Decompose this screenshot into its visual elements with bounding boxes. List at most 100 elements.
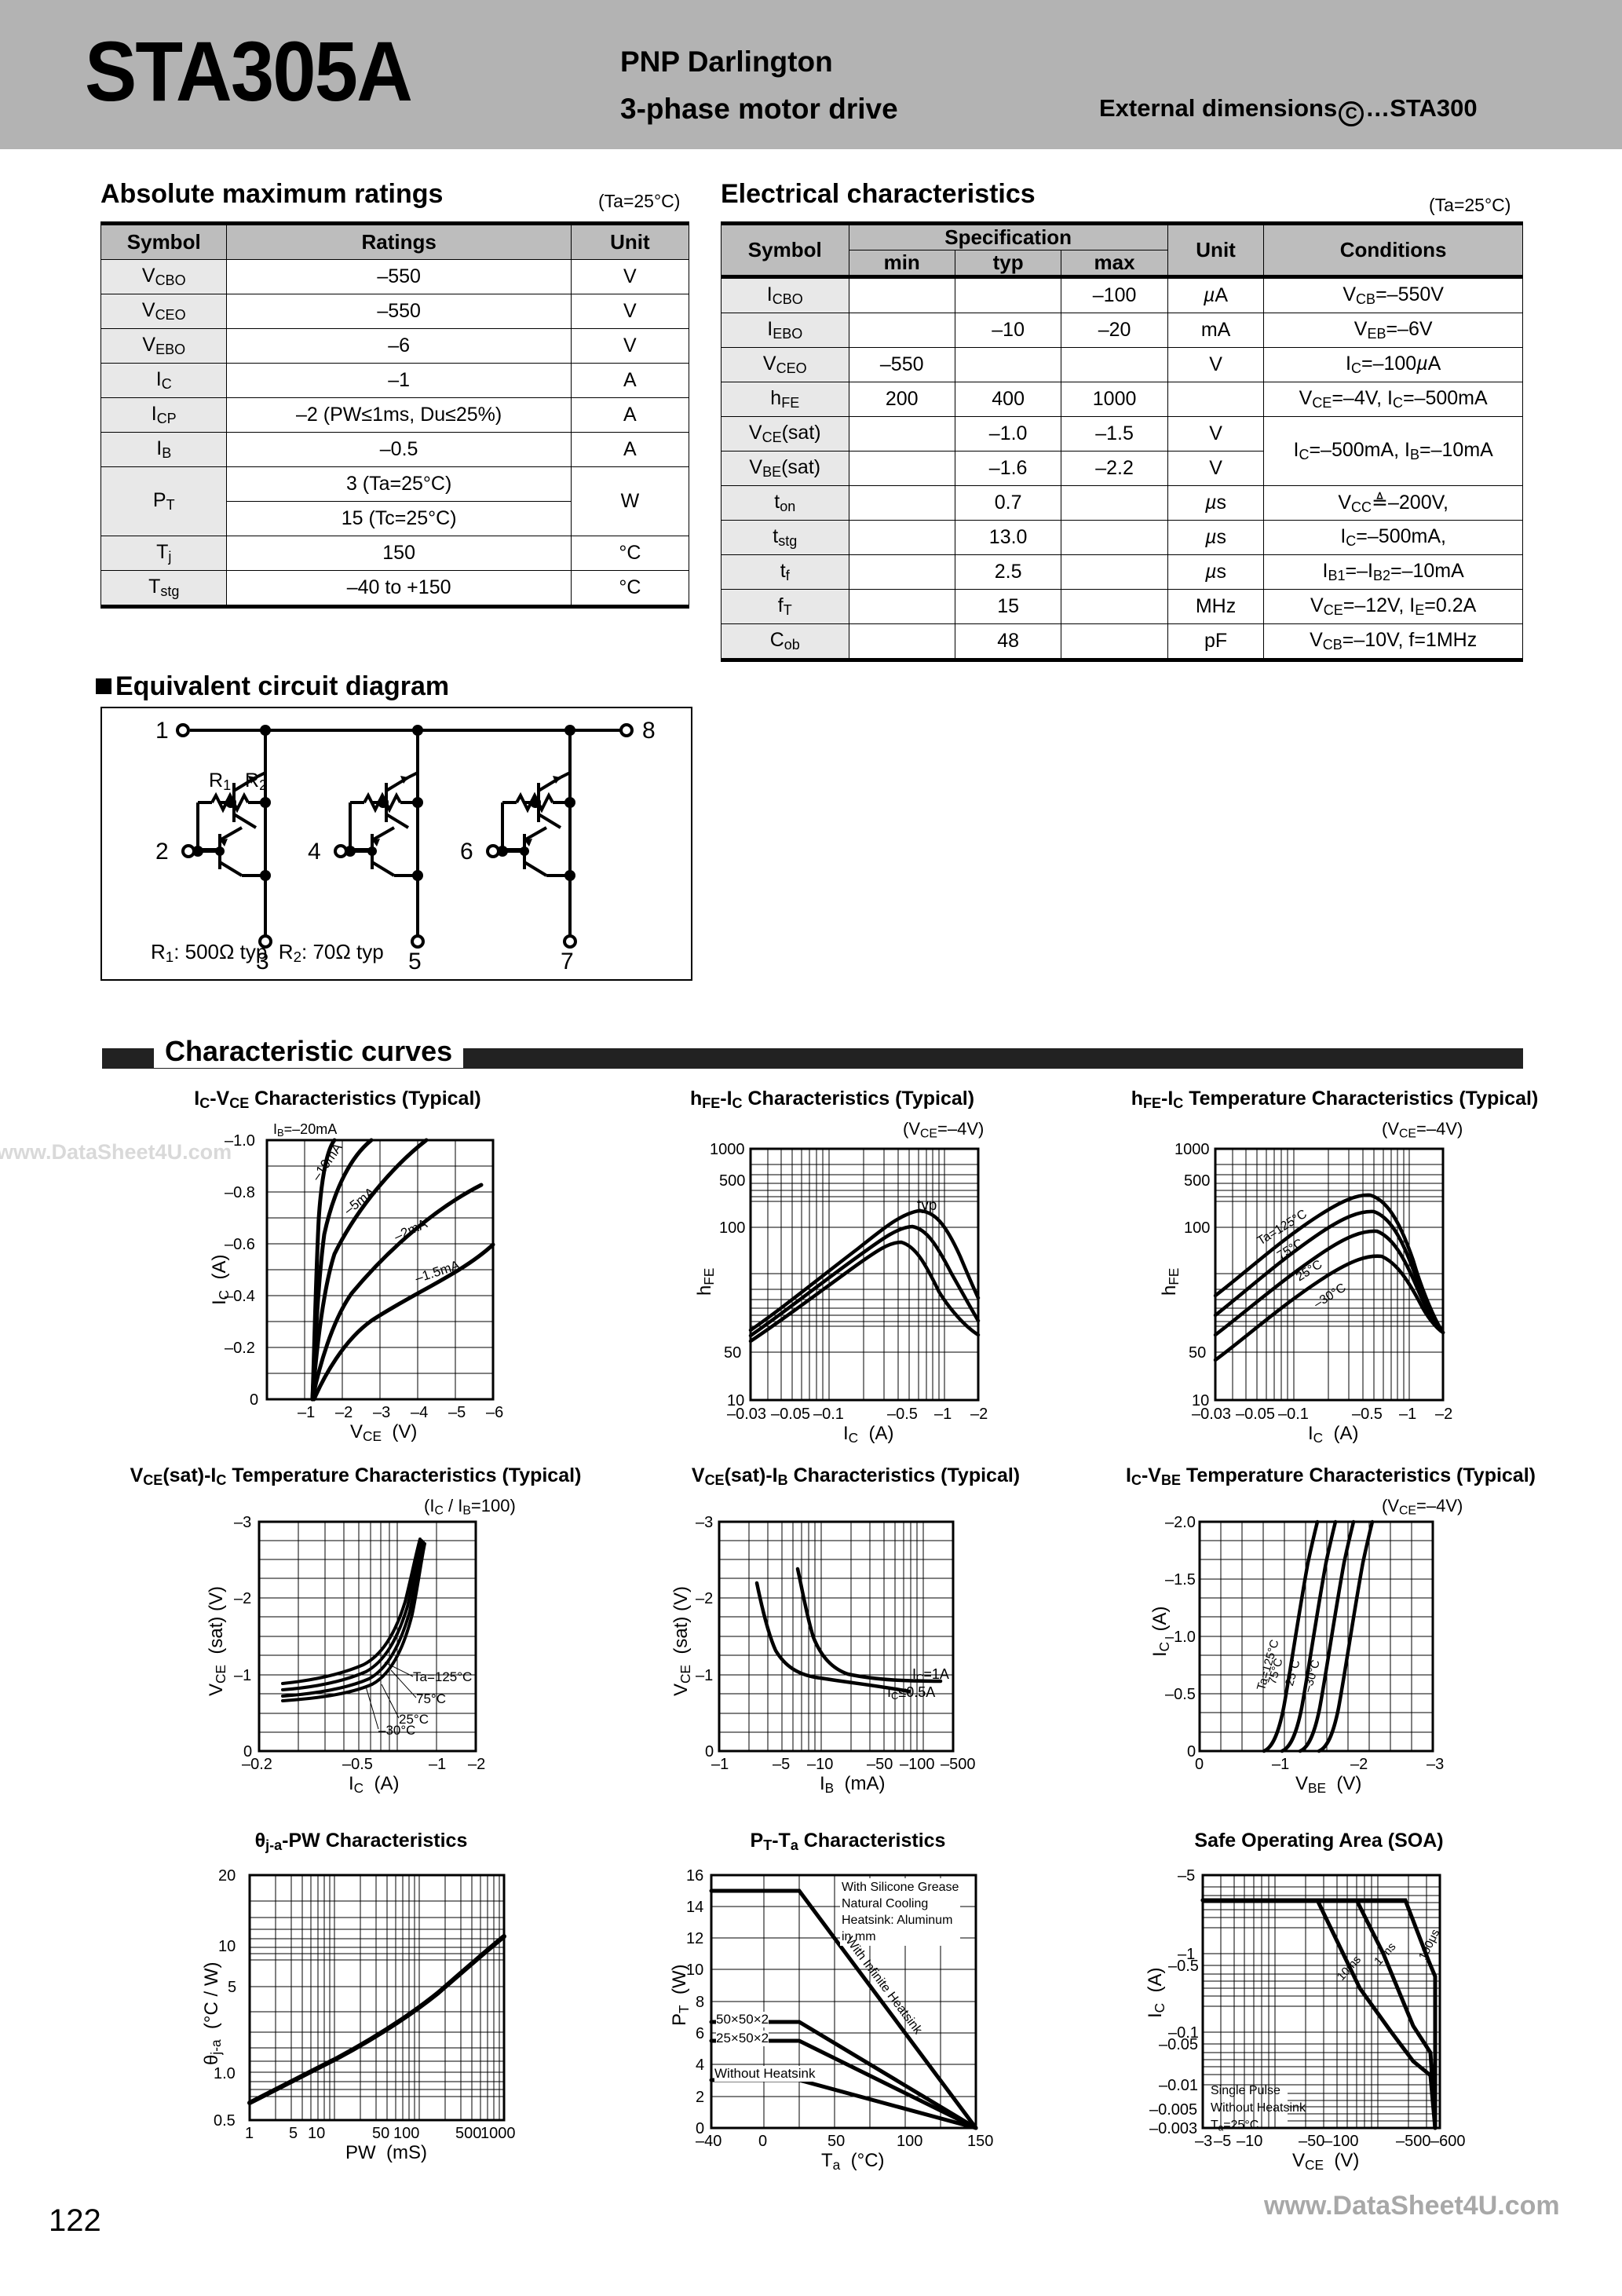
table-row: tf 2.5 µs IB1=–IB2=–10mA: [721, 554, 1523, 590]
elec-cond: VCC≜–200V,: [1263, 485, 1523, 521]
xtick: –0.5: [342, 1756, 373, 1773]
ytick: –0.005: [1149, 2101, 1198, 2119]
elec-symbol: tstg: [721, 520, 849, 555]
xtick: –40: [696, 2133, 722, 2150]
watermark-footer: www.DataSheet4U.com: [1264, 2191, 1560, 2221]
characteristic-curves-heading: Characteristic curves: [154, 1035, 464, 1068]
xtick: –1: [429, 1756, 447, 1773]
abs-unit: A: [570, 432, 690, 467]
watermark-left: www.DataSheet4U.com: [0, 1140, 232, 1164]
table-row: IC –1 A: [100, 363, 690, 398]
xtick: –0.03: [727, 1406, 767, 1423]
pin-1-terminal: [176, 723, 190, 737]
xtick: –3: [1195, 2133, 1213, 2150]
chart-ic-vbe-temp: Ta=125°C 75°C 25°C –30°C –2.0 –1.5 –1.0 …: [1149, 1514, 1507, 1798]
xtick: –0.5: [1352, 1406, 1383, 1423]
elec-symbol: VCEO: [721, 347, 849, 382]
pin-label-8: 8: [642, 718, 656, 744]
curve-label-m30c: –30°C: [378, 1723, 416, 1738]
xtick: 100: [897, 2133, 923, 2150]
elec-typ: 0.7: [954, 485, 1062, 521]
abs-rating: –6: [226, 328, 572, 364]
ytick: –0.1: [1168, 2024, 1199, 2042]
ytick: 500: [719, 1172, 746, 1190]
elec-unit: V: [1167, 451, 1265, 486]
ytick: –1: [234, 1667, 252, 1684]
xtick: –0.05: [771, 1406, 811, 1423]
xtick: –3: [1427, 1756, 1445, 1773]
table-row: ICP –2 (PW≤1ms, Du≤25%) A: [100, 397, 690, 433]
abs-unit: W: [570, 466, 690, 536]
absolute-maximum-ratings-table: Symbol Ratings Unit VCBO –550 V VCEO –55…: [100, 221, 690, 609]
chart-title-theta-pw: θj-a-PW Characteristics: [254, 1830, 468, 1853]
table-row: VEBO –6 V: [100, 328, 690, 364]
ytick: 100: [1184, 1219, 1211, 1237]
pin-label-2: 2: [155, 839, 169, 865]
curve-label-without-heatsink: Without Heatsink: [714, 2066, 816, 2082]
elec-max: [1061, 623, 1168, 662]
abs-unit: V: [570, 328, 690, 364]
table-row: VCEO –550 V IC=–100µA: [721, 347, 1523, 382]
elec-cond: IC=–100µA: [1263, 347, 1523, 382]
table-row: Tstg –40 to +150 °C: [100, 570, 690, 609]
xtick: 0: [1195, 1756, 1204, 1773]
abs-rating: 3 (Ta=25°C): [226, 466, 572, 502]
abs-col-ratings: Ratings: [226, 221, 572, 260]
ytick: 50: [1189, 1344, 1207, 1362]
ytick: –0.6: [225, 1236, 255, 1253]
xaxis-label-soa: VCE (V): [1292, 2150, 1360, 2173]
xtick: 500: [455, 2125, 482, 2142]
xaxis-label-hfe-ic: IC (A): [843, 1423, 894, 1446]
abs-col-symbol: Symbol: [100, 221, 228, 260]
xtick: 5: [289, 2125, 298, 2142]
abs-symbol: IB: [100, 432, 228, 467]
abs-rating: –550: [226, 294, 572, 329]
yaxis-label-ic-vbe: IC (A): [1149, 1606, 1172, 1657]
circuit-svg: [176, 723, 634, 949]
yaxis-label-vcesat-ib: VCE (sat) (V): [670, 1585, 693, 1696]
ytick: 10: [218, 1938, 236, 1955]
xtick: 150: [967, 2133, 994, 2150]
ytick: 14: [686, 1899, 704, 1916]
elec-max: –1.5: [1061, 416, 1168, 452]
elec-typ: 400: [954, 382, 1062, 417]
circuit-note: R1: 500Ω typ R2: 70Ω typ: [151, 940, 384, 966]
pin-label-6: 6: [460, 839, 473, 865]
elec-unit: µs: [1167, 485, 1265, 521]
elec-unit: [1167, 382, 1265, 417]
xtick: –3: [373, 1404, 391, 1421]
xtick: –2: [1435, 1406, 1453, 1423]
elec-col-min: min: [848, 250, 955, 277]
elec-max: [1061, 520, 1168, 555]
abs-rating: –0.5: [226, 432, 572, 467]
xaxis-label-theta-pw: PW (mS): [345, 2142, 427, 2163]
abs-symbol: ICP: [100, 397, 228, 433]
xaxis-label-pt-ta: Ta (°C): [821, 2150, 885, 2173]
ytick: 0: [1187, 1743, 1196, 1760]
table-row: PT 3 (Ta=25°C) W: [100, 466, 690, 536]
xtick: –1: [934, 1406, 952, 1423]
elec-symbol: ton: [721, 485, 849, 521]
xtick: –2: [970, 1406, 988, 1423]
chart-title-hfe-ic-temp: hFE-IC Temperature Characteristics (Typi…: [1131, 1088, 1539, 1111]
abs-unit: A: [570, 397, 690, 433]
pin-label-3: 3: [256, 949, 269, 974]
elec-min: [848, 485, 955, 521]
elec-typ: [954, 275, 1062, 313]
table-row: ICBO –100 µA VCB=–550V: [721, 275, 1523, 313]
elec-min: [848, 623, 955, 662]
note-line: Ta=25°C: [1211, 2119, 1259, 2133]
elec-col-symbol: Symbol: [721, 221, 849, 277]
elec-typ: 15: [954, 589, 1062, 624]
chart-title-vcesat-ic: VCE(sat)-IC Temperature Characteristics …: [130, 1464, 582, 1488]
table-row: VCE(sat) –1.0 –1.5 V IC=–500mA, IB=–10mA: [721, 416, 1523, 486]
ytick: 500: [1184, 1172, 1211, 1190]
xaxis-label-ic-vce: VCE (V): [350, 1421, 418, 1444]
elec-symbol: ICBO: [721, 275, 849, 313]
elec-col-unit: Unit: [1167, 221, 1265, 277]
xaxis-label-vcesat-ib: IB (mA): [820, 1773, 886, 1796]
elec-symbol: hFE: [721, 382, 849, 417]
pin-7-terminal: [563, 934, 577, 949]
abs-unit: A: [570, 363, 690, 398]
table-row: ton 0.7 µs VCC≜–200V,: [721, 485, 1523, 521]
